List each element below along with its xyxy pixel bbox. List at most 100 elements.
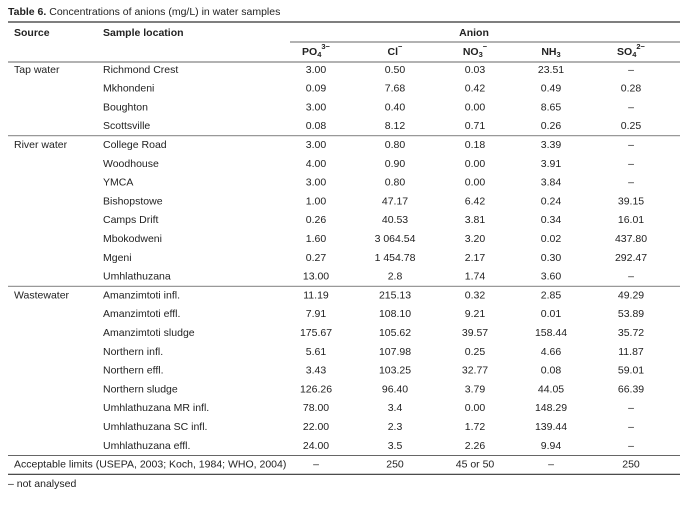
cell-value: 0.09: [306, 83, 327, 95]
cell-value: 24.00: [303, 440, 329, 452]
caption-label: Table 6.: [8, 6, 46, 18]
cell-value: 108.10: [379, 308, 411, 320]
cell-value: 16.01: [618, 214, 644, 226]
cell-value: 66.39: [618, 383, 644, 395]
sample-location: Mbokodweni: [103, 233, 162, 245]
cell-value: –: [628, 139, 634, 151]
cell-value: 0.03: [465, 64, 486, 76]
caption-text: Concentrations of anions (mg/L) in water…: [49, 6, 280, 18]
sample-location: Northern infl.: [103, 346, 163, 358]
cell-value: 22.00: [303, 421, 329, 433]
cell-value: 13.00: [303, 271, 329, 283]
cell-value: 175.67: [300, 327, 332, 339]
cell-value: 5.61: [306, 346, 327, 358]
cell-value: 3.00: [306, 139, 327, 151]
cell-value: 215.13: [379, 289, 411, 301]
cell-value: 0.02: [541, 233, 562, 245]
cell-value: 7.91: [306, 308, 327, 320]
cell-value: 78.00: [303, 402, 329, 414]
cell-value: 0.80: [385, 139, 406, 151]
cell-value: 7.68: [385, 83, 406, 95]
header-location: Sample location: [103, 27, 184, 39]
cell-value: 292.47: [615, 252, 647, 264]
column-header-base: PO: [302, 46, 317, 58]
column-header-sup: 2−: [636, 42, 645, 51]
cell-value: 0.26: [541, 120, 562, 132]
sample-location: Umhlathuzana effl.: [103, 440, 190, 452]
cell-value: 1.00: [306, 195, 327, 207]
cell-value: 126.26: [300, 383, 332, 395]
cell-value: –: [628, 440, 634, 452]
cell-value: 3.43: [306, 365, 327, 377]
cell-value: 3.5: [388, 440, 403, 452]
cell-value: 11.87: [618, 346, 644, 358]
cell-value: 1.72: [465, 421, 486, 433]
cell-value: 47.17: [382, 195, 408, 207]
cell-value: 3.60: [541, 271, 562, 283]
cell-value: 0.30: [541, 252, 562, 264]
source-label: River water: [14, 139, 68, 151]
limit-value: –: [548, 459, 554, 471]
column-header-sup: −: [483, 42, 488, 51]
cell-value: 32.77: [462, 365, 488, 377]
header-source: Source: [14, 27, 50, 39]
sample-location: Woodhouse: [103, 158, 159, 170]
cell-value: 53.89: [618, 308, 644, 320]
cell-value: 23.51: [538, 64, 564, 76]
cell-value: 0.34: [541, 214, 562, 226]
cell-value: 1.60: [306, 233, 327, 245]
column-header-sub: 4: [632, 50, 637, 59]
cell-value: 0.18: [465, 139, 486, 151]
cell-value: 1.74: [465, 271, 486, 283]
cell-value: 3.20: [465, 233, 486, 245]
cell-value: 0.00: [465, 158, 486, 170]
column-header: Cl−: [388, 42, 404, 58]
sample-location: Mgeni: [103, 252, 132, 264]
cell-value: 39.15: [618, 195, 644, 207]
cell-value: 0.49: [541, 83, 562, 95]
cell-value: 3.4: [388, 402, 403, 414]
limits-label: Acceptable limits (USEPA, 2003; Koch, 19…: [14, 459, 286, 471]
sample-location: Umhlathuzana SC infl.: [103, 421, 207, 433]
cell-value: –: [628, 177, 634, 189]
limit-value: 250: [386, 459, 404, 471]
cell-value: 8.65: [541, 101, 562, 113]
column-header-sub: 3: [557, 50, 561, 59]
cell-value: 0.27: [306, 252, 327, 264]
cell-value: 3 064.54: [375, 233, 416, 245]
cell-value: 0.08: [541, 365, 562, 377]
sample-location: Amanzimtoti effl.: [103, 308, 180, 320]
cell-value: 3.81: [465, 214, 486, 226]
column-header-sup: 3−: [321, 42, 330, 51]
cell-value: 40.53: [382, 214, 408, 226]
cell-value: 0.01: [541, 308, 562, 320]
limit-value: –: [313, 459, 319, 471]
cell-value: –: [628, 402, 634, 414]
cell-value: 0.71: [465, 120, 486, 132]
cell-value: 107.98: [379, 346, 411, 358]
cell-value: 3.39: [541, 139, 562, 151]
cell-value: 0.00: [465, 177, 486, 189]
cell-value: 0.24: [541, 195, 562, 207]
cell-value: 9.21: [465, 308, 486, 320]
cell-value: 0.26: [306, 214, 327, 226]
cell-value: 139.44: [535, 421, 567, 433]
sample-location: Scottsville: [103, 120, 150, 132]
cell-value: 4.66: [541, 346, 562, 358]
footnote: – not analysed: [8, 478, 76, 490]
cell-value: 0.90: [385, 158, 406, 170]
header-anion: Anion: [459, 27, 489, 39]
sample-location: Umhlathuzana: [103, 271, 171, 283]
sample-location: Camps Drift: [103, 214, 159, 226]
column-header-sub: 3: [479, 50, 483, 59]
cell-value: –: [628, 64, 634, 76]
cell-value: –: [628, 158, 634, 170]
source-label: Tap water: [14, 64, 60, 76]
column-header-sub: 4: [317, 50, 322, 59]
cell-value: 0.00: [465, 402, 486, 414]
cell-value: 103.25: [379, 365, 411, 377]
column-header: SO42−: [617, 42, 646, 59]
cell-value: 2.85: [541, 289, 562, 301]
sample-location: Bishopstowe: [103, 195, 163, 207]
cell-value: 148.29: [535, 402, 567, 414]
